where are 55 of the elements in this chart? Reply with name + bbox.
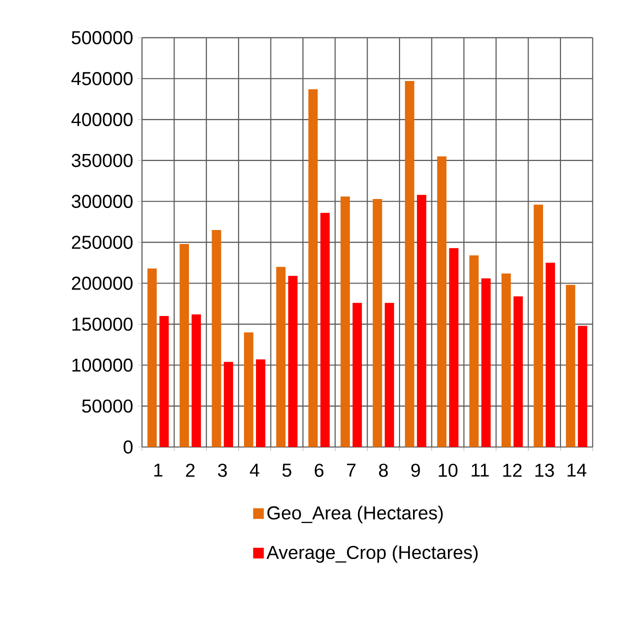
bar [192, 314, 201, 447]
bar [546, 262, 556, 447]
x-tick-label: 2 [186, 464, 195, 477]
bar [384, 302, 394, 447]
y-tick-label: 150000 [72, 318, 133, 331]
y-tick-label: 500000 [72, 31, 133, 44]
bar [340, 196, 350, 447]
bar [578, 326, 588, 447]
x-tick-label: 4 [250, 464, 260, 477]
bar [352, 302, 362, 447]
x-tick-label: 13 [535, 464, 554, 477]
x-tick-label: 8 [379, 464, 388, 477]
bar [256, 359, 266, 447]
bar [404, 81, 414, 447]
bar [566, 284, 576, 447]
bar [224, 362, 234, 447]
y-tick-label: 250000 [72, 236, 133, 249]
bar [212, 230, 222, 447]
bar [159, 316, 169, 447]
bar [308, 89, 318, 447]
x-tick-label: 3 [218, 464, 227, 477]
x-tick-label: 14 [568, 464, 586, 477]
x-tick-label: 1 [154, 464, 162, 477]
y-tick-label: 200000 [72, 276, 133, 290]
bar [180, 244, 189, 447]
bar [372, 198, 382, 447]
x-tick-label: 12 [503, 464, 522, 477]
bar [502, 273, 511, 447]
legend-label: Average_Crop (Hectares) [266, 545, 478, 563]
y-tick-label: 0 [124, 440, 133, 454]
x-tick-label: 7 [347, 464, 356, 477]
y-tick-label: 300000 [72, 194, 133, 208]
y-tick-label: 100000 [72, 358, 133, 372]
bar [481, 278, 491, 447]
x-tick-label: 11 [472, 464, 489, 477]
bar [416, 194, 426, 447]
y-tick-label: 400000 [71, 112, 133, 126]
bar [437, 156, 446, 447]
bar [244, 332, 254, 447]
x-tick-label: 9 [411, 464, 420, 477]
bar [514, 296, 523, 447]
bar [449, 248, 458, 447]
bar [147, 268, 157, 447]
x-tick-label: 6 [314, 464, 324, 477]
legend-label: Geo_Area (Hectares) [267, 506, 443, 524]
x-tick-label: 10 [438, 464, 458, 477]
y-tick-label: 350000 [72, 154, 133, 168]
bar [288, 276, 298, 447]
bar [276, 266, 286, 447]
bar [320, 212, 330, 447]
y-tick-label: 450000 [71, 72, 133, 86]
x-tick-label: 5 [282, 464, 292, 477]
bar [469, 255, 479, 447]
bar [534, 204, 544, 447]
y-tick-label: 50000 [82, 399, 133, 413]
